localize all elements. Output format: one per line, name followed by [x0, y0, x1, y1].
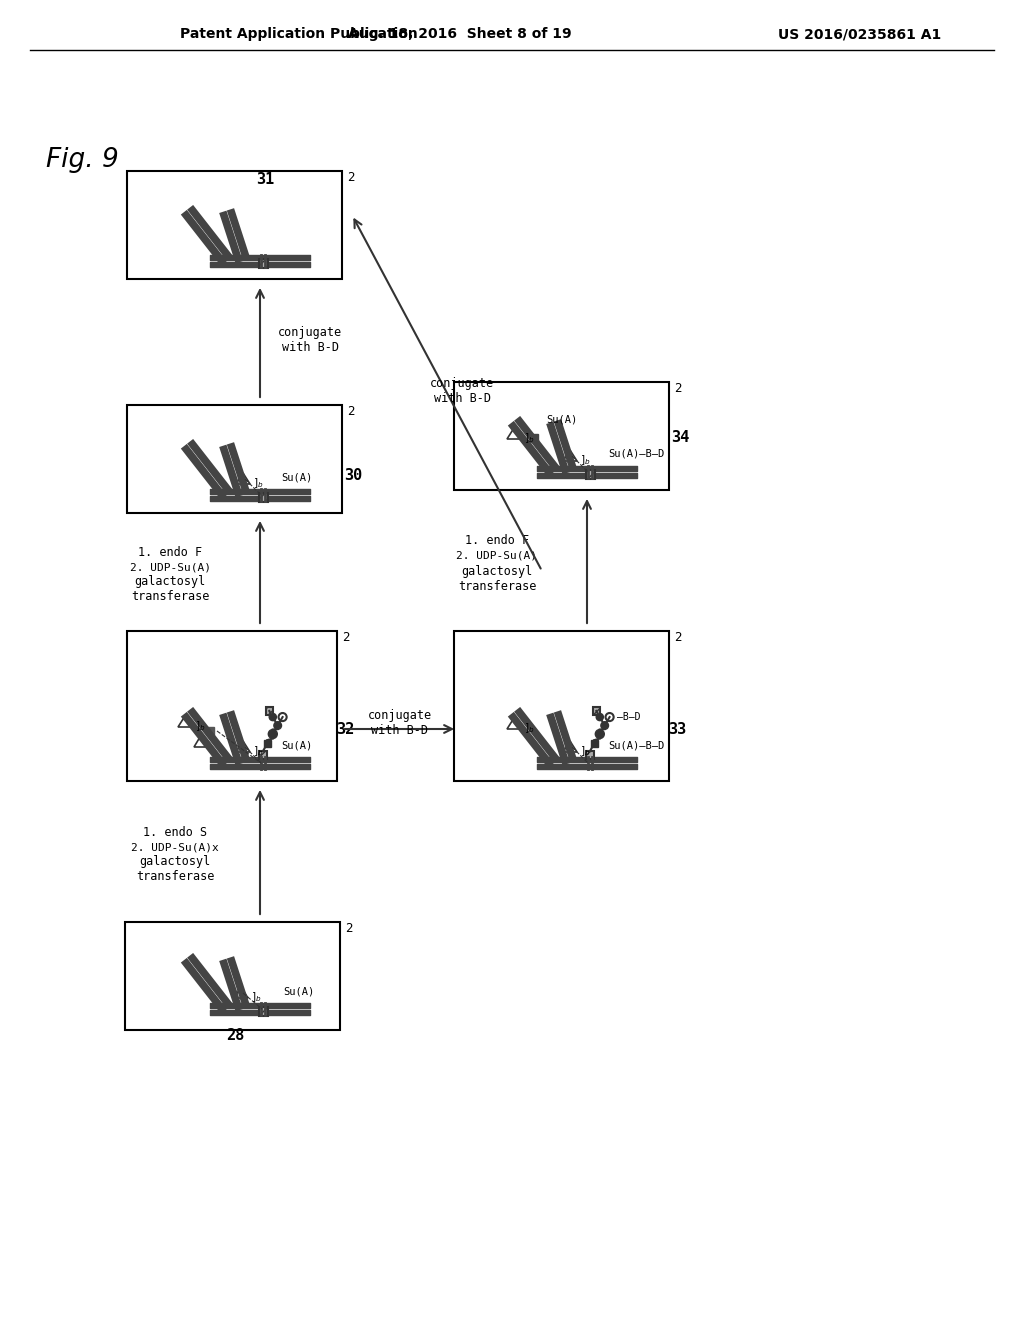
- Text: 2: 2: [674, 381, 682, 395]
- Circle shape: [279, 713, 287, 721]
- Text: 33: 33: [668, 722, 686, 737]
- Text: $]_b$: $]_b$: [524, 432, 535, 445]
- Text: conjugate: conjugate: [368, 709, 431, 722]
- Text: conjugate: conjugate: [278, 326, 342, 339]
- Text: —B–D: —B–D: [617, 711, 641, 722]
- Text: galactosyl: galactosyl: [134, 576, 206, 589]
- Bar: [454, 381, 669, 490]
- Bar: [127, 172, 342, 279]
- Bar: [258, 492, 267, 502]
- Text: 2: 2: [347, 405, 354, 418]
- Bar: [530, 434, 538, 442]
- Text: Fig. 9: Fig. 9: [46, 147, 119, 173]
- Text: conjugate: conjugate: [430, 376, 494, 389]
- Text: Patent Application Publication: Patent Application Publication: [180, 26, 418, 41]
- Text: with B-D: with B-D: [433, 392, 490, 404]
- Text: 1. endo S: 1. endo S: [143, 825, 207, 838]
- Text: galactosyl: galactosyl: [139, 855, 211, 869]
- Bar: [263, 741, 270, 747]
- Text: 2: 2: [347, 172, 354, 183]
- Circle shape: [273, 722, 282, 730]
- Bar: [206, 727, 214, 735]
- Bar: [586, 751, 594, 759]
- Text: 34: 34: [671, 430, 689, 446]
- Text: 2: 2: [674, 631, 682, 644]
- Text: Su(A)–B–D: Su(A)–B–D: [608, 741, 665, 750]
- Circle shape: [269, 713, 276, 721]
- Text: 28: 28: [226, 1027, 244, 1043]
- Text: transferase: transferase: [458, 579, 537, 593]
- Bar: [127, 631, 337, 781]
- Text: 32: 32: [336, 722, 354, 737]
- Text: Su(A): Su(A): [283, 986, 314, 997]
- Circle shape: [605, 713, 613, 721]
- Text: 2. UDP-Su(A): 2. UDP-Su(A): [129, 562, 211, 572]
- Text: 31: 31: [256, 172, 274, 186]
- Bar: [258, 1006, 267, 1015]
- Bar: [591, 741, 598, 747]
- Bar: [127, 405, 342, 513]
- Bar: [593, 708, 600, 714]
- Text: transferase: transferase: [136, 870, 214, 883]
- Text: Su(A): Su(A): [281, 741, 312, 750]
- Text: $]_b$: $]_b$: [251, 990, 261, 1005]
- Text: transferase: transferase: [131, 590, 209, 603]
- Bar: [259, 751, 267, 759]
- Text: $]_b$: $]_b$: [195, 719, 206, 733]
- Text: galactosyl: galactosyl: [462, 565, 532, 578]
- Text: 2: 2: [342, 631, 349, 644]
- Text: 2. UDP-Su(A)x: 2. UDP-Su(A)x: [131, 842, 219, 851]
- Circle shape: [601, 722, 608, 730]
- Circle shape: [595, 730, 604, 738]
- Text: Su(A)–B–D: Su(A)–B–D: [608, 449, 665, 459]
- Text: 2. UDP-Su(A): 2. UDP-Su(A): [457, 550, 538, 561]
- Bar: [586, 470, 595, 479]
- Bar: [258, 259, 267, 268]
- Text: $]_b$: $]_b$: [253, 744, 263, 758]
- Circle shape: [268, 730, 278, 738]
- Text: $]_b$: $]_b$: [524, 721, 535, 735]
- Text: with B-D: with B-D: [371, 725, 428, 738]
- Text: Su(A): Su(A): [281, 473, 312, 482]
- Text: US 2016/0235861 A1: US 2016/0235861 A1: [778, 26, 942, 41]
- Text: 2: 2: [345, 921, 352, 935]
- Text: $]_b$: $]_b$: [580, 453, 591, 467]
- Bar: [454, 631, 669, 781]
- Bar: [125, 921, 340, 1030]
- Bar: [265, 708, 273, 714]
- Text: Aug. 18, 2016  Sheet 8 of 19: Aug. 18, 2016 Sheet 8 of 19: [348, 26, 571, 41]
- Circle shape: [596, 713, 603, 721]
- Text: Su(A): Su(A): [547, 414, 578, 425]
- Text: $]_b$: $]_b$: [253, 477, 263, 490]
- Text: with B-D: with B-D: [282, 341, 339, 354]
- Text: 30: 30: [344, 469, 362, 483]
- Text: 1. endo F: 1. endo F: [138, 545, 202, 558]
- Text: $]_b$: $]_b$: [580, 744, 591, 758]
- Text: 1. endo F: 1. endo F: [465, 535, 529, 548]
